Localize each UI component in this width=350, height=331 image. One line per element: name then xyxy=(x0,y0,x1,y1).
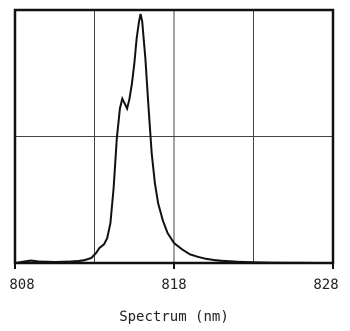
x-axis-ticks: 808 818 828 xyxy=(9,263,339,293)
x-tick-label-1: 818 xyxy=(161,277,186,293)
grid-lines xyxy=(15,10,333,263)
x-tick-label-0: 808 xyxy=(9,277,34,293)
spectrum-series-line xyxy=(14,13,333,264)
x-axis-title: Spectrum (nm) xyxy=(119,309,229,325)
x-tick-label-2: 828 xyxy=(313,277,338,293)
